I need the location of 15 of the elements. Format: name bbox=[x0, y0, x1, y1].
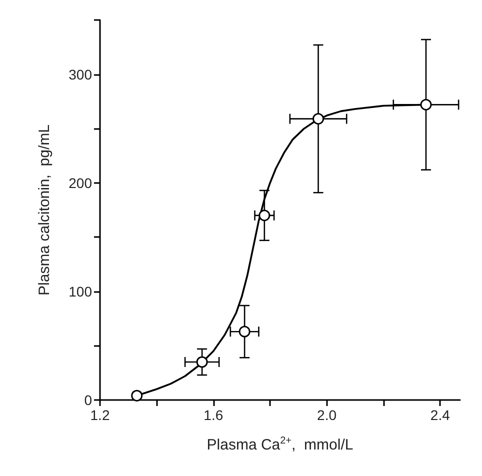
y-tick-label: 0 bbox=[84, 392, 92, 408]
y-axis-title: Plasma calcitonin, pg/mL bbox=[36, 124, 53, 296]
y-tick-label: 200 bbox=[68, 174, 92, 191]
y-tick-label: 100 bbox=[68, 283, 92, 300]
x-tick-label: 2.0 bbox=[317, 407, 337, 423]
point bbox=[131, 390, 143, 402]
x-tick-label: 1.6 bbox=[204, 407, 224, 423]
x-tick-label: 2.4 bbox=[430, 407, 450, 423]
point bbox=[420, 98, 432, 110]
y-tick-label: 300 bbox=[68, 66, 92, 82]
point bbox=[238, 326, 250, 338]
x-tick-label: 1.2 bbox=[90, 407, 110, 423]
point bbox=[258, 210, 270, 222]
point bbox=[312, 113, 324, 125]
point bbox=[196, 356, 208, 368]
